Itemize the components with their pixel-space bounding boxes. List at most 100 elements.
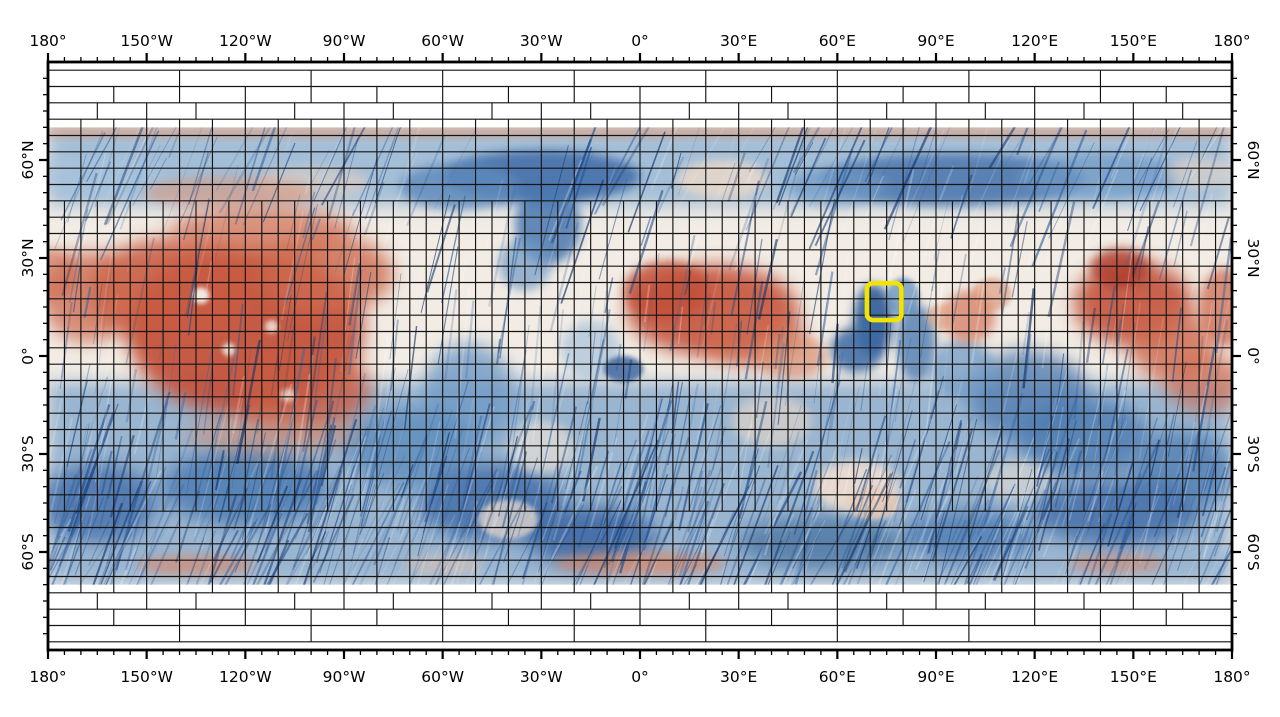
orbit-track bbox=[530, 306, 542, 407]
orbit-track bbox=[643, 284, 651, 323]
orbit-track bbox=[587, 331, 596, 405]
orbit-track bbox=[273, 347, 306, 514]
orbit-track bbox=[572, 523, 608, 585]
orbit-track bbox=[818, 396, 832, 459]
orbit-track bbox=[711, 127, 738, 222]
orbit-track bbox=[777, 144, 805, 241]
orbit-track bbox=[351, 482, 405, 585]
orbit-track bbox=[700, 348, 724, 502]
orbit-track bbox=[119, 127, 158, 230]
orbit-track bbox=[428, 488, 476, 585]
orbit-track bbox=[161, 127, 203, 236]
orbit-track bbox=[961, 127, 989, 220]
orbit-track bbox=[399, 476, 427, 541]
orbit-track bbox=[109, 521, 132, 585]
orbit-track bbox=[509, 324, 530, 467]
orbit-track bbox=[1061, 420, 1128, 585]
orbit-track bbox=[869, 449, 878, 483]
orbit-track bbox=[1137, 226, 1149, 281]
orbit-track bbox=[1186, 303, 1213, 467]
orbit-track bbox=[563, 470, 582, 514]
orbit-track bbox=[856, 510, 886, 585]
orbit-track bbox=[814, 139, 866, 247]
orbit-track bbox=[938, 165, 955, 202]
orbit-track bbox=[459, 511, 472, 538]
orbit-track bbox=[846, 457, 893, 585]
orbit-track bbox=[641, 456, 658, 525]
orbit-track bbox=[883, 127, 933, 230]
orbit-track bbox=[923, 510, 946, 583]
orbit-track bbox=[683, 563, 698, 585]
orbit-track bbox=[400, 464, 414, 498]
orbit-track bbox=[1215, 550, 1232, 585]
orbit-track bbox=[687, 234, 700, 271]
orbit-track bbox=[368, 418, 406, 562]
lat-tick-label-right: 0° bbox=[1244, 347, 1262, 365]
orbit-track bbox=[242, 445, 294, 585]
orbit-track bbox=[643, 520, 675, 585]
orbit-track bbox=[1044, 210, 1065, 266]
orbit-track bbox=[1042, 473, 1076, 558]
orbit-track bbox=[100, 450, 113, 495]
orbit-track bbox=[930, 416, 973, 539]
orbit-track bbox=[695, 481, 756, 585]
orbit-track bbox=[1079, 523, 1106, 585]
orbit-track bbox=[48, 535, 62, 579]
orbit-track bbox=[915, 490, 951, 571]
orbit-track bbox=[1215, 469, 1232, 532]
orbit-track bbox=[867, 476, 897, 560]
lon-tick-label-top: 60°E bbox=[819, 32, 856, 50]
orbit-track bbox=[66, 380, 88, 467]
orbit-track bbox=[664, 394, 692, 518]
orbit-track bbox=[953, 535, 983, 585]
orbit-track bbox=[1133, 168, 1169, 295]
orbit-track bbox=[885, 441, 951, 585]
orbit-track bbox=[313, 127, 347, 202]
orbit-track bbox=[485, 179, 504, 249]
orbit-track bbox=[392, 503, 433, 585]
orbit-track bbox=[364, 368, 409, 528]
orbit-track bbox=[179, 136, 218, 224]
orbit-track bbox=[577, 309, 611, 476]
orbit-track bbox=[233, 477, 252, 530]
orbit-track bbox=[307, 129, 345, 213]
orbit-track bbox=[347, 269, 363, 375]
orbit-track bbox=[69, 413, 115, 537]
orbit-track bbox=[669, 508, 706, 585]
orbit-track bbox=[360, 475, 375, 527]
orbit-track bbox=[854, 448, 863, 484]
axis-label-layer: 180° 180° 150°W 150°W 120°W 120°W 90°W 90°W 60°W… bbox=[19, 32, 1262, 686]
orbit-track bbox=[251, 127, 277, 192]
orbit-track bbox=[642, 494, 659, 551]
orbit-track bbox=[74, 497, 105, 576]
orbit-track bbox=[215, 164, 239, 260]
orbit-track bbox=[608, 513, 635, 566]
lon-tick-label-top: 120°W bbox=[219, 32, 272, 50]
orbit-track bbox=[674, 486, 684, 521]
orbit-track bbox=[283, 132, 293, 154]
orbit-track bbox=[967, 229, 981, 276]
orbit-track bbox=[755, 361, 764, 419]
orbit-track bbox=[994, 448, 1051, 582]
orbit-track bbox=[736, 320, 743, 367]
orbit-track bbox=[538, 504, 584, 585]
orbit-track bbox=[106, 494, 126, 564]
orbit-track bbox=[1188, 447, 1215, 550]
orbit-track bbox=[863, 454, 880, 515]
orbit-track bbox=[870, 493, 903, 585]
orbit-track bbox=[570, 339, 605, 499]
orbit-track bbox=[218, 482, 231, 523]
lon-tick-label-top: 180° bbox=[1213, 32, 1250, 50]
orbit-track bbox=[292, 439, 337, 568]
orbit-track bbox=[874, 388, 898, 500]
orbit-track bbox=[531, 364, 547, 442]
orbit-track bbox=[742, 471, 803, 585]
orbit-track bbox=[1024, 491, 1054, 569]
orbit-track bbox=[640, 216, 652, 246]
orbit-track bbox=[577, 152, 591, 191]
orbit-track bbox=[458, 403, 491, 523]
orbit-track bbox=[135, 546, 151, 585]
orbit-track bbox=[478, 491, 529, 585]
orbit-track bbox=[803, 541, 816, 575]
